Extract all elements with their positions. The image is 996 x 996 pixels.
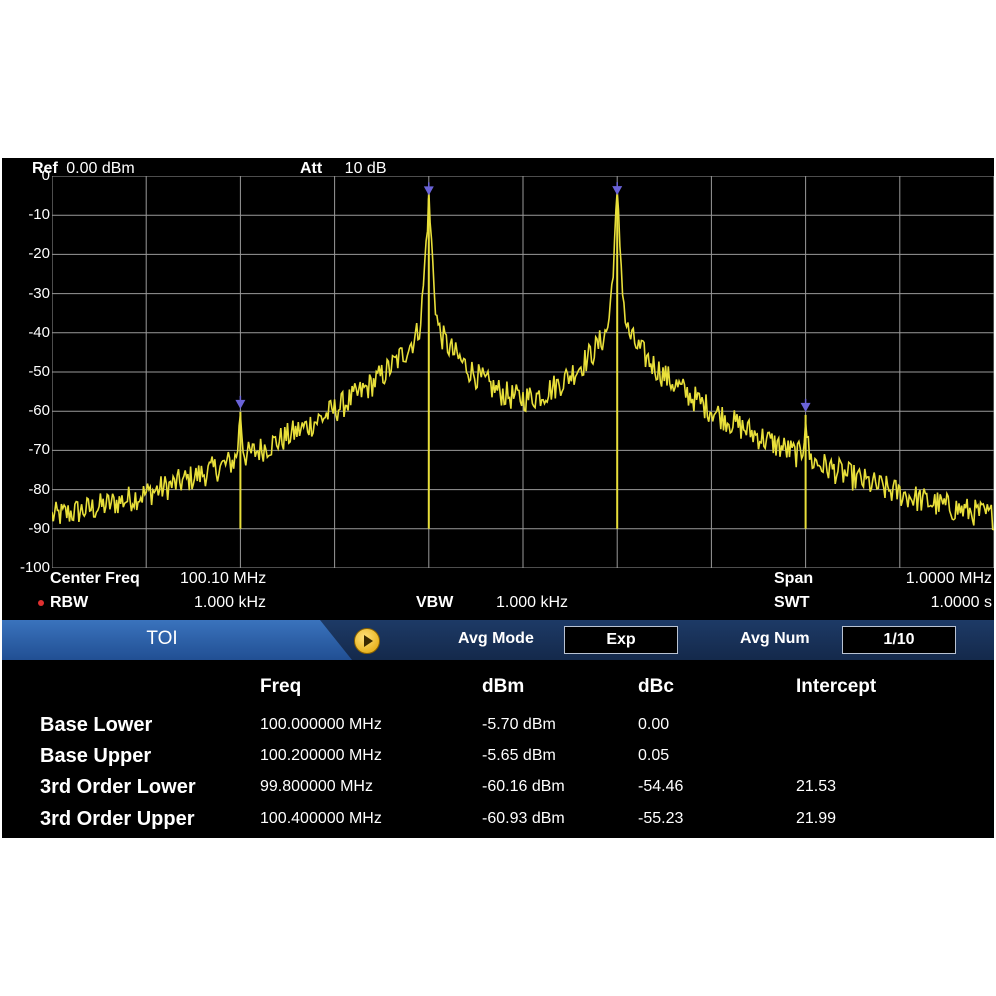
graticule [52, 176, 994, 568]
att-label: Att [300, 160, 323, 177]
cell-intercept: 21.99 [796, 810, 837, 827]
peak-marker [612, 186, 623, 196]
cell-freq: 99.800000 MHz [260, 778, 373, 795]
span-value: 1.0000 MHz [905, 570, 992, 587]
cell-freq: 100.400000 MHz [260, 810, 382, 827]
ref-label: Ref [32, 160, 58, 177]
rbw-label: RBW [50, 594, 89, 611]
avg-num-field[interactable]: 1/10 [842, 626, 956, 654]
cell-dbc: -55.23 [638, 810, 684, 827]
y-tick-label: -30 [28, 284, 50, 302]
attenuation-readout: Att 10 dB [300, 160, 386, 178]
analyzer-screen: Ref 0.00 dBm Att 10 dB 0 -10 -20 -30 -40 -50 -… [2, 158, 994, 838]
cell-dbm: -5.65 dBm [482, 747, 556, 764]
center-freq-value: 100.10 MHz [180, 570, 267, 587]
column-header-intercept: Intercept [796, 676, 877, 697]
y-tick-label: -90 [28, 519, 50, 537]
spectrum-plot [52, 176, 994, 568]
ref-value: 0.00 dBm [66, 160, 135, 177]
y-tick-label: -10 [28, 206, 50, 224]
play-icon[interactable] [354, 628, 380, 654]
avg-mode-label: Avg Mode [458, 630, 534, 647]
swt-label: SWT [774, 594, 810, 611]
tab-toi-label: TOI [146, 628, 178, 649]
att-value: 10 dB [344, 160, 387, 177]
measurement-toolbar: TOI Avg Mode Exp Avg Num 1/10 [2, 620, 994, 660]
center-freq-label: Center Freq [50, 570, 140, 587]
cell-dbm: -60.16 dBm [482, 778, 565, 795]
avg-num-label: Avg Num [740, 630, 810, 647]
row-label: Base Upper [40, 745, 152, 767]
spectrum-trace [52, 189, 994, 531]
cell-freq: 100.000000 MHz [260, 716, 382, 733]
row-label: 3rd Order Upper [40, 808, 195, 830]
cell-dbc: 0.05 [638, 747, 670, 764]
vbw-value: 1.000 kHz [496, 594, 569, 611]
peak-marker [423, 186, 434, 196]
swt-value: 1.0000 s [930, 594, 992, 611]
y-tick-label: -80 [28, 480, 50, 498]
y-tick-label: -40 [28, 323, 50, 341]
ref-level-readout: Ref 0.00 dBm [32, 160, 135, 178]
tab-toi[interactable]: TOI [2, 620, 352, 660]
peak-marker [235, 399, 246, 409]
y-tick-label: -60 [28, 402, 50, 420]
cell-intercept: 21.53 [796, 778, 837, 795]
y-tick-label: -70 [28, 441, 50, 459]
cell-dbc: -54.46 [638, 778, 684, 795]
vbw-label: VBW [416, 594, 454, 611]
cell-dbm: -5.70 dBm [482, 716, 556, 733]
peak-marker [800, 402, 811, 412]
cell-dbc: 0.00 [638, 716, 670, 733]
span-label: Span [774, 570, 814, 587]
column-header-freq: Freq [260, 676, 302, 697]
cell-freq: 100.200000 MHz [260, 747, 382, 764]
peak-markers [235, 182, 811, 529]
rbw-value: 1.000 kHz [194, 594, 267, 611]
rbw-indicator-dot [38, 600, 44, 606]
column-header-dbc: dBc [638, 676, 674, 697]
row-label: Base Lower [40, 714, 153, 736]
row-label: 3rd Order Lower [40, 776, 196, 798]
y-tick-label: -20 [28, 245, 50, 263]
avg-mode-field[interactable]: Exp [564, 626, 678, 654]
y-tick-label: -100 [19, 559, 50, 576]
y-tick-label: -50 [28, 363, 50, 380]
y-tick-label: 0 [41, 167, 50, 184]
column-header-dbm: dBm [482, 676, 525, 697]
cell-dbm: -60.93 dBm [482, 810, 565, 827]
